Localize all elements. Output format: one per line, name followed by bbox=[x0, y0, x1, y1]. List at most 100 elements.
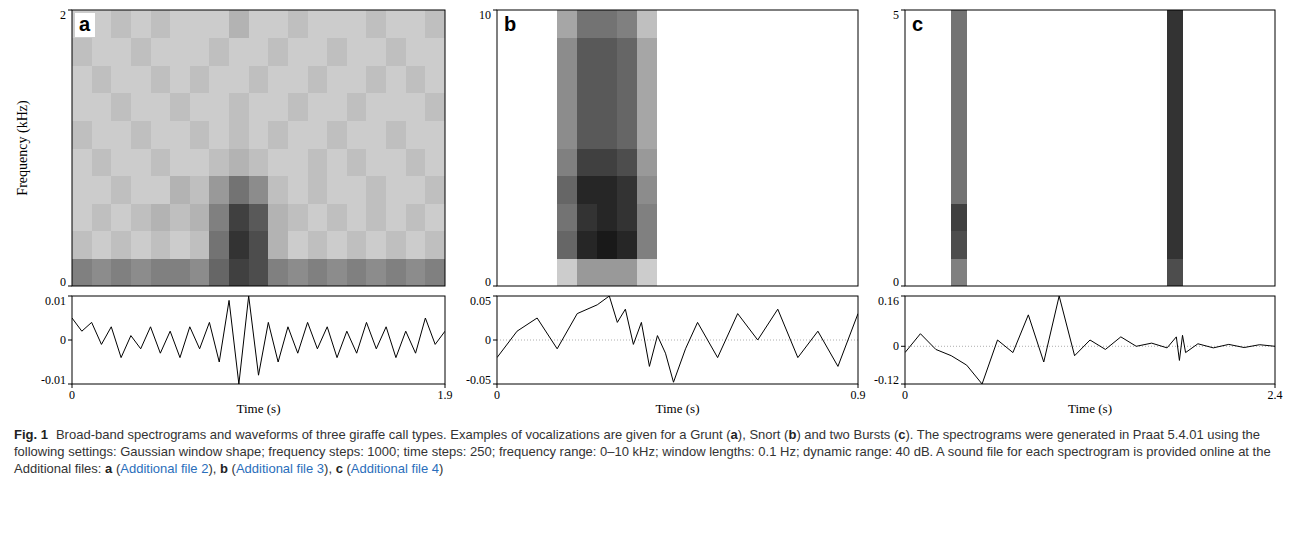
spectrogram-cell bbox=[1244, 231, 1260, 259]
caption-link[interactable]: Additional file 4 bbox=[351, 461, 439, 476]
spectrogram-cell bbox=[209, 203, 229, 231]
spectrogram-cell bbox=[1075, 38, 1091, 66]
spectrogram-cell bbox=[998, 203, 1014, 231]
spectrogram-cell bbox=[1167, 176, 1183, 204]
spectrogram-cell bbox=[936, 203, 952, 231]
x-tick-label: 0 bbox=[902, 388, 908, 402]
spectrogram-cell bbox=[249, 38, 269, 66]
spectrogram-cell bbox=[1167, 120, 1183, 148]
spectrogram-cell bbox=[982, 148, 998, 176]
spectrogram-cell bbox=[347, 203, 367, 231]
caption-text: ) bbox=[439, 461, 443, 476]
spectrogram-cell bbox=[406, 65, 426, 93]
spectrogram-cell bbox=[209, 258, 229, 286]
spectrogram-cell bbox=[718, 38, 739, 66]
spectrogram-cell bbox=[1013, 120, 1029, 148]
spectrogram-cell bbox=[327, 176, 347, 204]
spectrogram-cell bbox=[577, 120, 598, 148]
spectrogram-cell bbox=[308, 258, 328, 286]
spectrogram-cell bbox=[998, 258, 1014, 286]
spectrogram-cell bbox=[951, 120, 967, 148]
panel-letter: c bbox=[912, 13, 923, 35]
spectrogram-cell bbox=[678, 120, 699, 148]
spectrogram-cell bbox=[637, 93, 658, 121]
spectrogram-cell bbox=[1075, 148, 1091, 176]
spectrogram-cell bbox=[327, 231, 347, 259]
spectrogram-cell bbox=[131, 148, 151, 176]
spectrogram-cell bbox=[982, 93, 998, 121]
spectrogram-cell bbox=[738, 148, 759, 176]
spectrogram-cell bbox=[1229, 10, 1245, 38]
spectrogram-cell bbox=[818, 176, 839, 204]
spectrogram-cell bbox=[386, 176, 406, 204]
spectrogram-cell bbox=[967, 258, 983, 286]
spectrogram-cell bbox=[657, 176, 678, 204]
spectrogram-cell bbox=[718, 176, 739, 204]
x-tick-label: 0 bbox=[69, 388, 75, 402]
spectrogram-cell bbox=[637, 148, 658, 176]
caption-link[interactable]: Additional file 2 bbox=[120, 461, 208, 476]
y-ticks: 010 bbox=[479, 8, 497, 289]
spectrogram-cell bbox=[497, 120, 518, 148]
spectrogram-cell bbox=[982, 38, 998, 66]
spectrogram-cell bbox=[838, 120, 858, 148]
spectrogram-cell bbox=[657, 93, 678, 121]
spectrogram-cell bbox=[92, 148, 112, 176]
spectrogram-cell bbox=[778, 10, 799, 38]
spectrogram-cell bbox=[366, 120, 386, 148]
spectrogram-cell bbox=[637, 231, 658, 259]
spectrogram-cell bbox=[1198, 65, 1214, 93]
spectrogram-cell bbox=[537, 203, 558, 231]
y-tick bbox=[493, 340, 497, 341]
spectrogram-cell bbox=[1121, 148, 1137, 176]
spectrogram-cell bbox=[268, 10, 288, 38]
spectrogram-cell bbox=[151, 231, 171, 259]
spectrogram-cell bbox=[698, 120, 719, 148]
spectrogram-cell bbox=[151, 203, 171, 231]
spectrogram-cell bbox=[657, 231, 678, 259]
spectrogram-cell bbox=[678, 65, 699, 93]
spectrogram-cell bbox=[718, 258, 739, 286]
spectrogram-cell bbox=[229, 231, 249, 259]
waveform-group bbox=[497, 296, 858, 382]
spectrogram-cell bbox=[982, 231, 998, 259]
spectrogram-cell bbox=[557, 231, 578, 259]
spectrogram-cell bbox=[111, 93, 131, 121]
spectrogram-cell bbox=[967, 38, 983, 66]
spectrogram-cell bbox=[111, 176, 131, 204]
spectrogram-cell bbox=[1244, 148, 1260, 176]
spectrogram-cell bbox=[497, 231, 518, 259]
spectrogram-cell bbox=[577, 203, 598, 231]
spectrogram-cell bbox=[998, 93, 1014, 121]
spectrogram-cell bbox=[597, 203, 618, 231]
spectrogram-cell bbox=[557, 203, 578, 231]
caption-link[interactable]: Additional file 3 bbox=[236, 461, 324, 476]
spectrogram-cell bbox=[111, 120, 131, 148]
spectrogram-cell bbox=[967, 93, 983, 121]
spectrogram-cell bbox=[838, 10, 858, 38]
spectrogram-cell bbox=[537, 38, 558, 66]
spectrogram-cell bbox=[678, 38, 699, 66]
spectrogram-cell bbox=[268, 93, 288, 121]
spectrogram-cell bbox=[1044, 38, 1060, 66]
spectrogram-cell bbox=[1075, 258, 1091, 286]
spectrogram-cell bbox=[557, 93, 578, 121]
spectrogram-cell bbox=[92, 258, 112, 286]
spectrogram-cell bbox=[718, 10, 739, 38]
spectrogram-cell bbox=[951, 203, 967, 231]
spectrogram-cell bbox=[366, 258, 386, 286]
spectrogram-cell bbox=[577, 176, 598, 204]
spectrogram-cell bbox=[72, 93, 92, 121]
spectrogram-cell bbox=[718, 148, 739, 176]
spectrogram-cell bbox=[268, 176, 288, 204]
spectrogram-cell bbox=[678, 258, 699, 286]
spectrogram-cell bbox=[327, 38, 347, 66]
spectrogram-cell bbox=[577, 93, 598, 121]
spectrogram-cell bbox=[386, 93, 406, 121]
spectrogram-cell bbox=[497, 258, 518, 286]
spectrogram-cell bbox=[1244, 65, 1260, 93]
caption-text: ( bbox=[228, 461, 236, 476]
spectrogram-cell bbox=[758, 203, 779, 231]
spectrogram-cell bbox=[936, 258, 952, 286]
y-tick bbox=[901, 384, 905, 385]
